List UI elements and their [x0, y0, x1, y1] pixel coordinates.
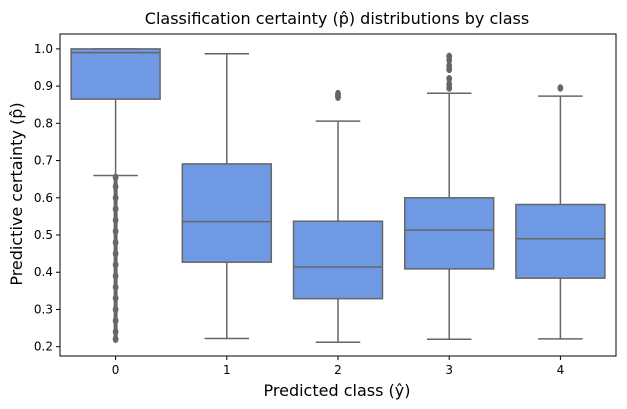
iqr-box — [403, 197, 495, 270]
plot-area — [70, 48, 606, 343]
outlier-point — [112, 205, 119, 213]
box-group-3 — [403, 52, 495, 340]
box-group-2 — [292, 89, 384, 343]
outlier-point — [112, 283, 119, 291]
x-tick-label: 3 — [445, 363, 453, 377]
outlier-point — [112, 216, 119, 224]
outlier-point — [112, 328, 119, 336]
outlier-point — [112, 316, 119, 325]
x-tick-label: 1 — [223, 363, 231, 377]
outlier-point — [112, 182, 119, 191]
outlier-point — [446, 74, 453, 83]
box-group-4 — [515, 84, 606, 340]
outlier-point — [112, 238, 119, 247]
axes: 0.2 0.3 0.4 0.5 0.6 0.7 0.8 0.9 1.0 0 1 2 3 4 — [34, 33, 617, 377]
x-tick-label: 4 — [557, 363, 565, 377]
y-tick-label: 0.2 — [34, 340, 53, 354]
outlier-point — [112, 305, 119, 314]
outlier-point — [112, 294, 119, 303]
outlier-point — [335, 89, 341, 98]
box-group-0 — [70, 48, 161, 343]
iqr-box — [292, 220, 384, 300]
outlier-point — [112, 261, 119, 269]
y-tick-label: 0.9 — [34, 79, 53, 93]
y-axis-label: Predictive certainty (p̂) — [7, 102, 26, 285]
y-tick-label: 0.8 — [34, 116, 53, 130]
y-tick-label: 1.0 — [34, 42, 53, 56]
outlier-point — [112, 335, 119, 343]
outlier-point — [112, 272, 119, 280]
box-group-1 — [181, 52, 273, 340]
x-tick-label: 2 — [334, 363, 342, 377]
outlier-point — [112, 249, 119, 258]
iqr-box — [181, 163, 273, 263]
outlier-point — [112, 173, 119, 182]
outlier-point — [112, 194, 119, 202]
y-tick-label: 0.3 — [34, 302, 53, 316]
outlier-point — [557, 84, 564, 92]
y-tick-label: 0.4 — [34, 265, 53, 279]
outlier-point — [112, 227, 119, 235]
y-tick-label: 0.7 — [34, 154, 53, 168]
iqr-box — [515, 203, 606, 279]
x-axis-label: Predicted class (ŷ) — [264, 381, 411, 400]
y-tick-label: 0.5 — [34, 228, 53, 242]
x-tick-label: 0 — [112, 363, 120, 377]
iqr-box — [70, 48, 161, 100]
chart-title: Classification certainty (p̂) distributi… — [145, 9, 529, 28]
outlier-point — [446, 52, 453, 61]
y-tick-label: 0.6 — [34, 191, 53, 205]
